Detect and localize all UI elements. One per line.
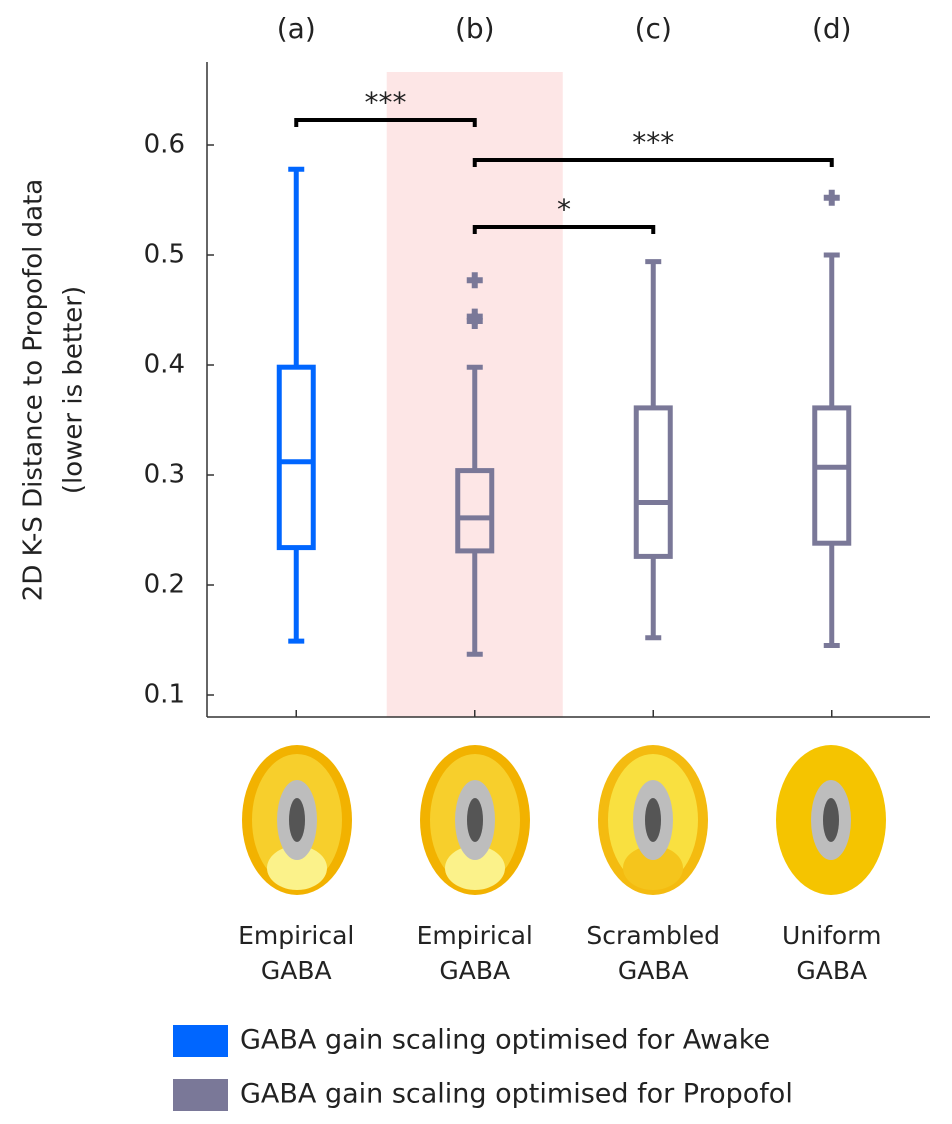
brain-image — [420, 745, 530, 895]
category-name: Scrambled — [586, 921, 720, 950]
category-name: Uniform — [782, 921, 881, 950]
y-axis-label: 2D K-S Distance to Propofol data — [19, 179, 49, 601]
significance-label: *** — [632, 126, 674, 159]
brain-image — [776, 745, 886, 895]
y-tick-label: 0.5 — [144, 240, 185, 270]
outlier — [824, 190, 840, 206]
legend-label: GABA gain scaling optimised for Propofol — [240, 1079, 793, 1110]
category-name: GABA — [618, 956, 689, 985]
box — [815, 408, 849, 543]
significance-label: * — [557, 193, 571, 226]
chart: 0.1 0.2 0.3 0.4 0.5 0.6 2D K-S Distance to Pro… — [0, 0, 952, 1124]
y-tick-label: 0.1 — [144, 680, 185, 710]
page: 0.1 0.2 0.3 0.4 0.5 0.6 2D K-S Distance to Pro… — [0, 0, 952, 1124]
category-name: Empirical — [417, 921, 533, 950]
box — [279, 367, 313, 547]
category-label: (a) — [277, 12, 316, 45]
legend-swatch — [173, 1079, 228, 1111]
brain-image — [242, 745, 352, 895]
category-name: GABA — [439, 956, 510, 985]
category-name: GABA — [796, 956, 867, 985]
significance-label: *** — [365, 86, 407, 119]
y-tick-label: 0.4 — [144, 350, 185, 380]
box — [636, 408, 670, 557]
legend-swatch — [173, 1025, 228, 1057]
category-label: (b) — [455, 12, 495, 45]
brains — [242, 745, 886, 895]
category-label: (d) — [812, 12, 852, 45]
y-tick-label: 0.6 — [144, 130, 185, 160]
legend-label: GABA gain scaling optimised for Awake — [240, 1025, 770, 1056]
y-tick-label: 0.3 — [144, 460, 185, 490]
category-name: GABA — [261, 956, 332, 985]
brain-image — [598, 745, 708, 895]
y-axis-label: (lower is better) — [59, 286, 89, 494]
category-name: Empirical — [238, 921, 354, 950]
y-tick-label: 0.2 — [144, 570, 185, 600]
category-label: (c) — [635, 12, 672, 45]
